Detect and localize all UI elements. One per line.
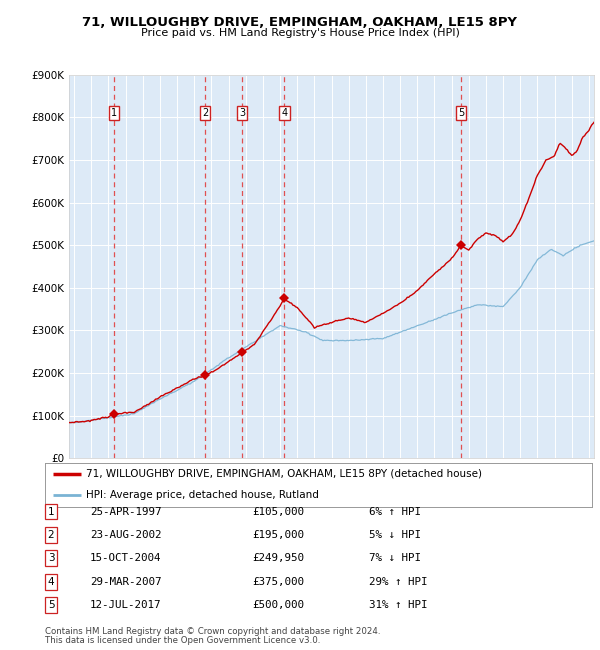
Text: 4: 4	[47, 577, 55, 587]
Text: 6% ↑ HPI: 6% ↑ HPI	[369, 506, 421, 517]
Text: 3: 3	[47, 553, 55, 564]
Text: £249,950: £249,950	[252, 553, 304, 564]
Text: £500,000: £500,000	[252, 600, 304, 610]
Text: 1: 1	[111, 108, 117, 118]
Text: 15-OCT-2004: 15-OCT-2004	[90, 553, 161, 564]
Text: 1: 1	[47, 506, 55, 517]
Text: Contains HM Land Registry data © Crown copyright and database right 2024.: Contains HM Land Registry data © Crown c…	[45, 627, 380, 636]
Text: 31% ↑ HPI: 31% ↑ HPI	[369, 600, 427, 610]
Text: 29-MAR-2007: 29-MAR-2007	[90, 577, 161, 587]
Text: 29% ↑ HPI: 29% ↑ HPI	[369, 577, 427, 587]
Text: 2: 2	[47, 530, 55, 540]
Text: £375,000: £375,000	[252, 577, 304, 587]
Text: £195,000: £195,000	[252, 530, 304, 540]
Text: 5: 5	[458, 108, 464, 118]
Text: Price paid vs. HM Land Registry's House Price Index (HPI): Price paid vs. HM Land Registry's House …	[140, 28, 460, 38]
Text: 3: 3	[239, 108, 245, 118]
Text: 2: 2	[202, 108, 208, 118]
Text: 4: 4	[281, 108, 287, 118]
Text: 12-JUL-2017: 12-JUL-2017	[90, 600, 161, 610]
Text: 71, WILLOUGHBY DRIVE, EMPINGHAM, OAKHAM, LE15 8PY (detached house): 71, WILLOUGHBY DRIVE, EMPINGHAM, OAKHAM,…	[86, 469, 482, 479]
Text: HPI: Average price, detached house, Rutland: HPI: Average price, detached house, Rutl…	[86, 489, 319, 500]
Text: 5: 5	[47, 600, 55, 610]
Text: 5% ↓ HPI: 5% ↓ HPI	[369, 530, 421, 540]
Text: 23-AUG-2002: 23-AUG-2002	[90, 530, 161, 540]
Text: 7% ↓ HPI: 7% ↓ HPI	[369, 553, 421, 564]
Text: This data is licensed under the Open Government Licence v3.0.: This data is licensed under the Open Gov…	[45, 636, 320, 645]
Text: £105,000: £105,000	[252, 506, 304, 517]
Text: 71, WILLOUGHBY DRIVE, EMPINGHAM, OAKHAM, LE15 8PY: 71, WILLOUGHBY DRIVE, EMPINGHAM, OAKHAM,…	[83, 16, 517, 29]
Text: 25-APR-1997: 25-APR-1997	[90, 506, 161, 517]
